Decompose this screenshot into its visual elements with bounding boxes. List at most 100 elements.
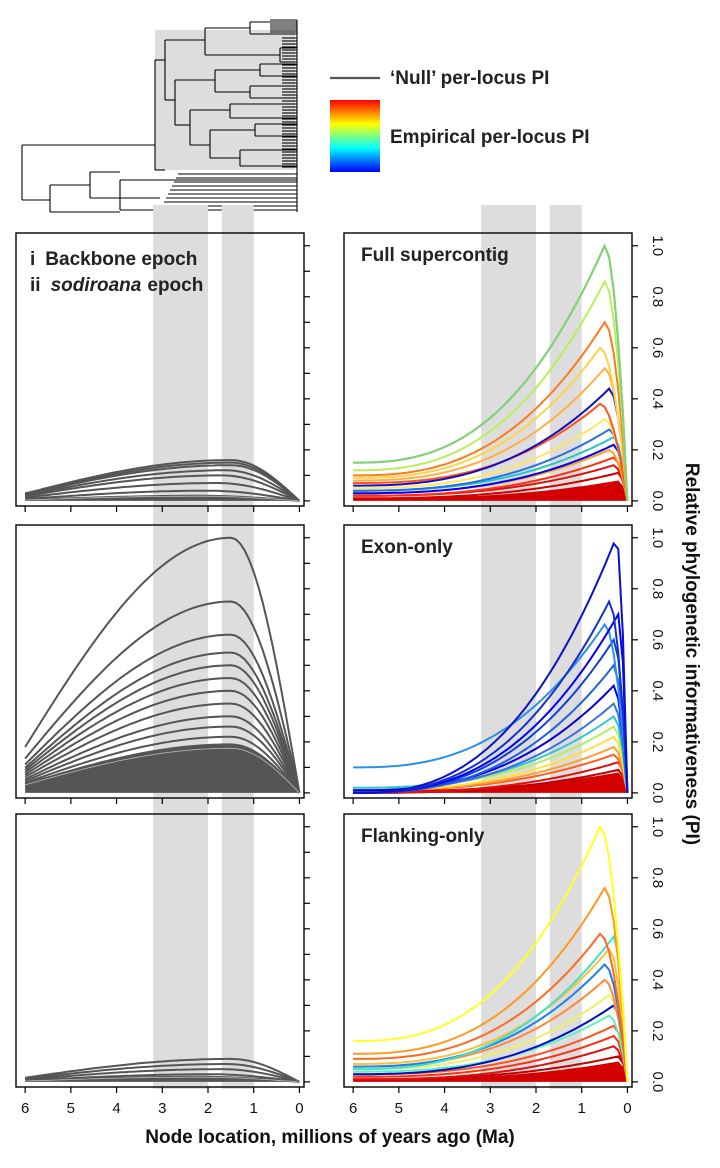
empirical-series-line [353, 885, 629, 1082]
series-group [24, 536, 301, 794]
y-tick-label: 0.4 [649, 680, 666, 701]
null-series-line [24, 725, 301, 794]
null-series-line [24, 474, 300, 502]
null-series-line [24, 1057, 300, 1083]
empirical-floor-area [353, 480, 628, 501]
x-tick-label: 0 [295, 1100, 303, 1117]
null-series-line [25, 1073, 300, 1083]
null-series-line [24, 743, 301, 794]
panel-flanking-only-empirical: 0.0 0.2 0.4 0.6 0.8 1.0 Flanking-only [343, 813, 666, 1093]
empirical-series-line [353, 622, 629, 793]
null-series-line [24, 715, 301, 794]
y-tick-label: 1.0 [649, 816, 666, 837]
series-group [353, 243, 629, 502]
y-tick-label: 0.4 [649, 388, 666, 409]
empirical-series-line [353, 386, 629, 501]
null-series-line [24, 536, 301, 794]
series-group [353, 541, 629, 794]
null-series-line [24, 664, 301, 794]
null-series-line [24, 459, 301, 502]
empirical-series-line [353, 1003, 629, 1083]
y-tick-label: 0.6 [649, 337, 666, 358]
empirical-series-line [353, 320, 629, 501]
empirical-floor-area [353, 1061, 628, 1082]
y-tick-label: 0.8 [649, 578, 666, 599]
null-series-line [24, 482, 300, 502]
null-series-line [24, 677, 301, 794]
y-tick-label: 0.6 [649, 629, 666, 650]
legend: ‘Null’ per-locus PI Empirical per-locus … [330, 68, 590, 172]
panel-frame [15, 232, 305, 507]
empirical-series-line [353, 418, 629, 502]
x-tick-label: 6 [349, 1100, 357, 1117]
panels: 0.0 0.2 0.4 0.6 0.8 1.0 Full supercontig 0.0 0.2… [15, 205, 666, 1117]
panel-full-supercontig-null [15, 232, 310, 512]
y-tick-label: 0.8 [649, 867, 666, 888]
empirical-series-line [353, 1034, 629, 1083]
null-series-line [24, 464, 301, 502]
x-tick-label: 3 [486, 1100, 494, 1117]
x-tick-label: 2 [204, 1100, 212, 1117]
null-series-line [24, 633, 301, 794]
x-tick-label: 1 [250, 1100, 258, 1117]
series-group [24, 1057, 300, 1083]
panel-frame [343, 232, 633, 507]
x-tick-label: 4 [112, 1100, 120, 1117]
y-tick-label: 0.6 [649, 918, 666, 939]
panel-title: Flanking-only [361, 826, 485, 847]
null-series-line [24, 651, 301, 794]
panel-frame [15, 813, 305, 1088]
y-tick-label: 1.0 [649, 235, 666, 256]
panel-frame [343, 813, 633, 1088]
null-series-line [24, 735, 301, 794]
panel-full-supercontig-empirical: 0.0 0.2 0.4 0.6 0.8 1.0 Full supercontig [343, 232, 666, 512]
empirical-series-line [353, 366, 629, 501]
empirical-series-line [353, 443, 629, 502]
y-tick-label: 0.0 [649, 782, 666, 803]
x-tick-label: 5 [67, 1100, 75, 1117]
y-tick-label: 1.0 [649, 527, 666, 548]
y-tick-label: 0.0 [649, 490, 666, 511]
tree-shaded-clade [155, 30, 295, 170]
empirical-series-line [353, 279, 629, 501]
epoch-key-line1: i Backbone epoch [30, 249, 197, 270]
legend-empirical-label: Empirical per-locus PI [390, 127, 590, 148]
legend-gradient-swatch [330, 100, 380, 172]
panel-exon-only-empirical: 0.0 0.2 0.4 0.6 0.8 1.0 Exon-only [343, 524, 666, 804]
null-series-gap [25, 495, 300, 502]
epoch-band-i [481, 205, 536, 1089]
empirical-series-line [353, 346, 629, 501]
empirical-series-line [353, 428, 629, 502]
null-series-line [24, 600, 301, 794]
empirical-series-line [353, 824, 629, 1082]
empirical-series-line [353, 761, 629, 794]
null-series-line [25, 489, 300, 502]
panel-title: Full supercontig [361, 245, 509, 266]
x-tick-label: 4 [440, 1100, 448, 1117]
panel-exon-only-null [15, 524, 310, 804]
empirical-series-line [353, 1045, 629, 1083]
null-bulk-area [25, 744, 300, 793]
null-series-gap [24, 747, 300, 794]
series-group [353, 824, 629, 1083]
y-tick-label: 0.2 [649, 1020, 666, 1041]
null-series-gap [25, 1076, 300, 1083]
x-tick-label: 0 [623, 1100, 631, 1117]
x-tick-label: 5 [395, 1100, 403, 1117]
empirical-series-line [353, 947, 629, 1082]
null-series-line [24, 1063, 300, 1083]
null-series-line [25, 1068, 300, 1083]
series-group [24, 459, 301, 502]
panel-title: Exon-only [361, 537, 453, 558]
y-axis-title: Relative phylogenetic informativeness (P… [681, 463, 702, 845]
y-tick-label: 0.2 [649, 439, 666, 460]
empirical-series-line [353, 932, 629, 1083]
null-series-line [24, 689, 301, 794]
panel-frame [343, 524, 633, 799]
panel-flanking-only-null [15, 813, 310, 1093]
empirical-series-line [353, 471, 629, 502]
empirical-series-line [353, 963, 629, 1083]
null-series-line [24, 469, 300, 502]
null-series-line [24, 461, 301, 502]
